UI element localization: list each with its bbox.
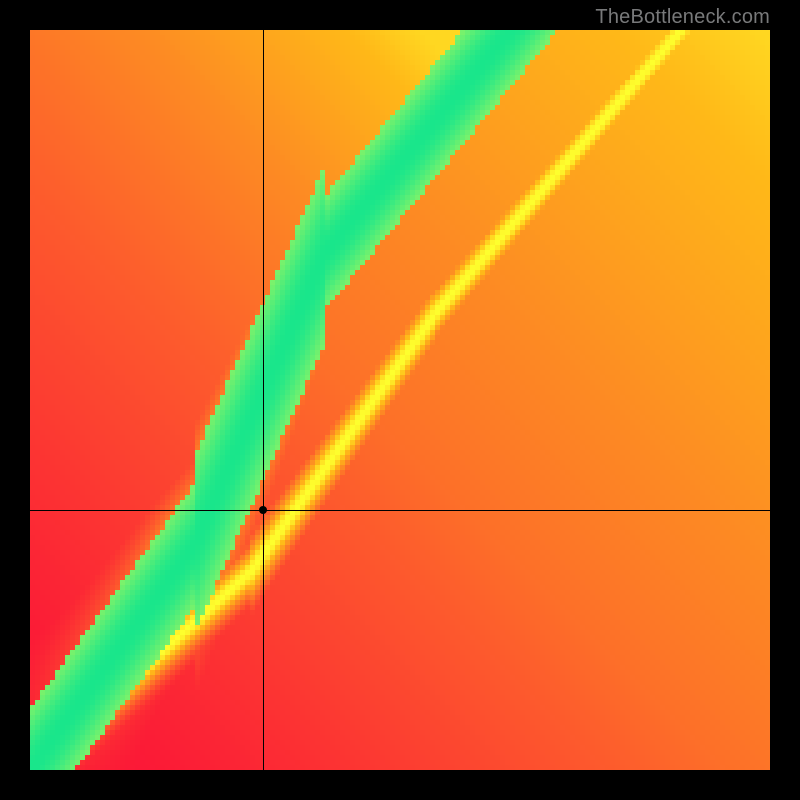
heatmap-canvas xyxy=(30,30,770,770)
heatmap-plot xyxy=(30,30,770,770)
watermark-text: TheBottleneck.com xyxy=(595,6,770,29)
crosshair-dot xyxy=(259,506,267,514)
crosshair-horizontal xyxy=(30,510,770,511)
figure-root: TheBottleneck.com xyxy=(0,0,800,800)
crosshair-vertical xyxy=(263,30,264,770)
